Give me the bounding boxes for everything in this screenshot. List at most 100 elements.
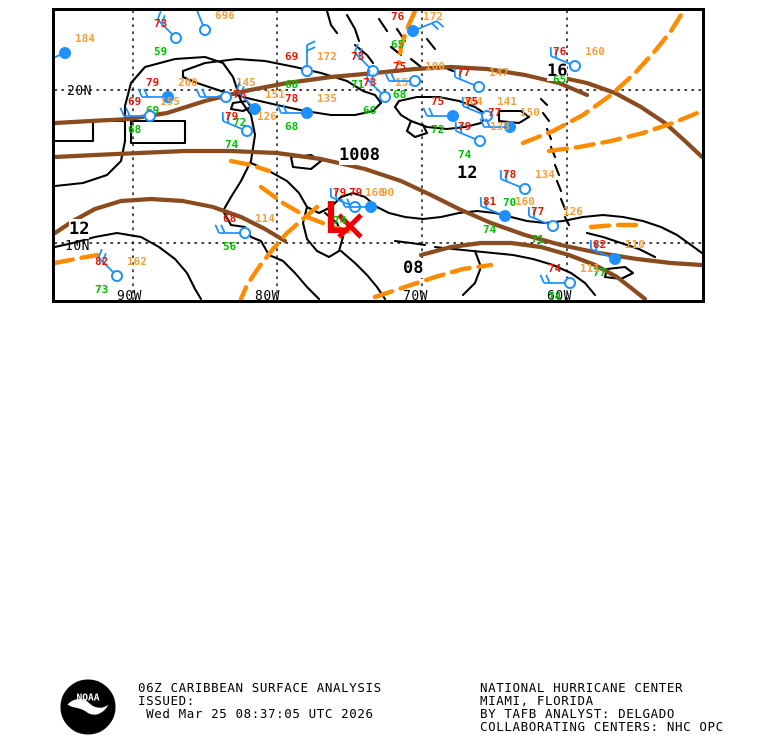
wind-barb-icon [276, 104, 313, 119]
station-temperature: 76 [391, 10, 405, 23]
station-dewpoint: 77 [593, 266, 607, 279]
grid-label-10n: 10N [65, 239, 90, 254]
station-pressure: 111 [580, 262, 600, 275]
wind-barb-icon [384, 72, 421, 87]
station-temperature: 77 [457, 66, 471, 79]
product-title-block: 06Z CARIBBEAN SURFACE ANALYSIS ISSUED: W… [138, 681, 382, 720]
wind-barb-icon [479, 197, 511, 222]
station-pressure: 160 [585, 45, 605, 58]
station-temperature: 69 [128, 95, 142, 108]
station-temperature: 69 [285, 50, 299, 63]
station-pressure: 141 [497, 95, 517, 108]
station-pressure: 135 [317, 92, 337, 105]
station-temperature: 78 [285, 92, 299, 105]
station-temperature: 79 [146, 76, 160, 89]
station-pressure: 172 [423, 10, 443, 23]
station-dewpoint: 65 [553, 73, 567, 86]
station-temperature: 73 [154, 17, 168, 30]
wind-barb-icon [454, 122, 486, 147]
station-pressure: 110 [625, 238, 645, 251]
grid-label-70w: 70W [403, 289, 428, 303]
footer: NOAA 06Z CARIBBEAN SURFACE ANALYSIS ISSU… [0, 336, 760, 735]
wind-barb-icon [365, 69, 391, 103]
station-temperature: 82 [95, 255, 109, 268]
station-temperature: 75 [431, 95, 445, 108]
wind-barb-icon [55, 47, 71, 59]
station-pressure: 147 [489, 66, 509, 79]
station-pressure: 200 [178, 76, 198, 89]
isobar-label-12-right: 12 [457, 163, 478, 183]
station-dewpoint: 69 [146, 104, 160, 117]
station-temperature: 81 [483, 195, 497, 208]
wind-barb-icon [195, 88, 232, 103]
station-pressure: 126 [257, 110, 277, 123]
station-pressure: 180 [425, 60, 445, 73]
wind-barb-icon [589, 240, 621, 265]
issuing-office-block: NATIONAL HURRICANE CENTER MIAMI, FLORIDA… [480, 681, 724, 733]
isobar-label-1008: 1008 [339, 145, 380, 165]
station-dewpoint: 65 [391, 38, 405, 51]
station-dewpoint: 74 [548, 290, 562, 303]
wind-barb-icon [453, 68, 485, 93]
noaa-logo-icon: NOAA [60, 679, 116, 735]
troughs [55, 11, 702, 300]
wind-barb-icon [407, 20, 445, 37]
wind-barb-icon [156, 11, 182, 44]
station-temperature: 75 [465, 95, 479, 108]
station-pressure: 114 [255, 212, 275, 225]
map-graphics [55, 11, 702, 300]
station-pressure: 160 [515, 195, 535, 208]
station-pressure: 133 [490, 120, 510, 133]
issued-time: Wed Mar 25 08:37:05 UTC 2026 [138, 706, 374, 721]
station-temperature: 77 [531, 205, 545, 218]
grid-label-60w: 60W [547, 289, 572, 303]
station-temperature: 79 [349, 186, 363, 199]
map-canvas: 20N 10N 90W 80W 70W 60W 1008 12 16 12 08… [52, 8, 705, 303]
station-pressure: 162 [127, 255, 147, 268]
isobar-label-12-left: 12 [69, 219, 90, 239]
station-dewpoint: 74 [483, 223, 497, 236]
wind-barb-icon [527, 207, 559, 232]
wind-barb-icon [137, 88, 174, 103]
wind-barb-icon [119, 107, 156, 122]
station-temperature: 79 [333, 186, 347, 199]
isobar-label-08: 08 [403, 258, 424, 278]
station-temperature: 73 [351, 50, 365, 63]
grid-label-20n: 20N [67, 84, 92, 99]
wind-barb-icon [301, 40, 316, 77]
low-center-x-marker [337, 213, 363, 239]
wind-barb-icon [499, 170, 531, 195]
wind-barb-icon [539, 274, 576, 289]
station-dewpoint: 70 [503, 196, 517, 209]
station-temperature: 77 [488, 106, 502, 119]
station-dewpoint: 68 [285, 78, 299, 91]
wind-barb-icon [97, 248, 123, 282]
station-pressure: 164 [463, 95, 483, 108]
station-pressure: 150 [520, 106, 540, 119]
station-dewpoint: 73 [95, 283, 109, 296]
wind-barb-icon [422, 107, 459, 122]
station-pressure: 145 [236, 76, 256, 89]
station-dewpoint: 71 [531, 233, 545, 246]
surface-analysis-page: 20N 10N 90W 80W 70W 60W 1008 12 16 12 08… [0, 8, 760, 735]
grid-label-80w: 80W [255, 289, 280, 303]
station-temperature: 78 [503, 168, 517, 181]
station-pressure: 90 [381, 186, 395, 199]
station-pressure: 155 [160, 95, 180, 108]
station-pressure: 184 [75, 32, 95, 45]
grid-label-90w: 90W [117, 289, 142, 303]
wind-barb-icon [479, 118, 516, 133]
wind-barb-icon [221, 112, 253, 137]
station-dewpoint: 68 [285, 120, 299, 133]
station-pressure: 172 [317, 50, 337, 63]
station-temperature: 74 [548, 262, 562, 275]
station-pressure: 160 [365, 186, 385, 199]
station-temperature: 79 [225, 110, 239, 123]
station-dewpoint: 71 [351, 78, 365, 91]
station-temperature: 82 [593, 238, 607, 251]
station-dewpoint: 68 [128, 123, 142, 136]
station-dewpoint: 72 [431, 123, 445, 136]
station-pressure: 696 [215, 9, 235, 22]
collaborating-line: COLLABORATING CENTERS: NHC OPC [480, 719, 724, 734]
station-temperature: 78 [233, 88, 247, 101]
